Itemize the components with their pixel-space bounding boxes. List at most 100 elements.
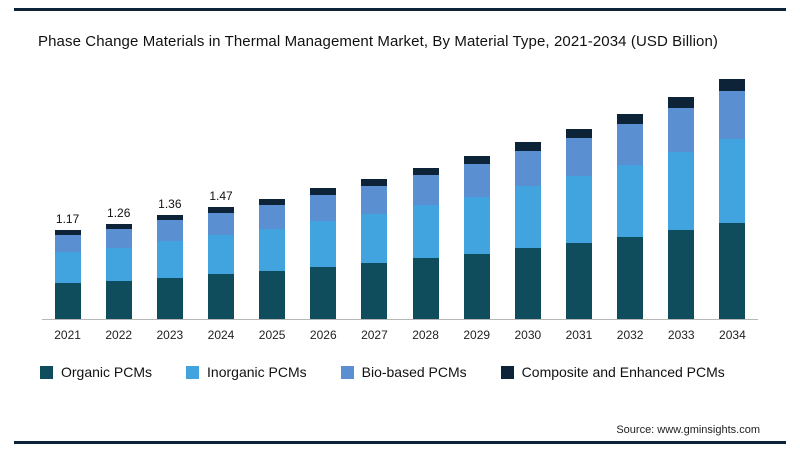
stacked-bar — [565, 129, 592, 319]
stacked-bar — [412, 168, 439, 319]
x-tick-label: 2034 — [719, 328, 746, 342]
stacked-bar — [259, 199, 286, 319]
bar-segment-composite-and-enhanced-pcms — [310, 188, 337, 195]
x-tick-label: 2030 — [514, 328, 542, 342]
bar-segment-inorganic-pcms — [54, 252, 81, 283]
bar-segment-organic-pcms — [156, 278, 183, 319]
bar-segment-inorganic-pcms — [361, 214, 388, 263]
bar-segment-organic-pcms — [668, 230, 695, 319]
bar-segment-inorganic-pcms — [565, 176, 592, 243]
legend-label: Bio-based PCMs — [361, 364, 467, 380]
x-tick-label: 2033 — [667, 328, 695, 342]
bar-segment-organic-pcms — [259, 271, 286, 319]
bar-segment-composite-and-enhanced-pcms — [259, 199, 286, 205]
legend-label: Organic PCMs — [61, 364, 153, 380]
bar-group — [247, 68, 298, 319]
bar-segment-inorganic-pcms — [463, 197, 490, 254]
bar-segment-inorganic-pcms — [207, 235, 234, 274]
bar-group — [400, 68, 451, 319]
bar-segment-organic-pcms — [565, 243, 592, 319]
bar-total-label: 1.36 — [158, 197, 182, 211]
x-tick-label: 2031 — [565, 328, 593, 342]
bar-segment-composite-and-enhanced-pcms — [668, 97, 695, 108]
bar-segment-composite-and-enhanced-pcms — [105, 224, 132, 229]
legend-item: Composite and Enhanced PCMs — [500, 364, 725, 380]
bar-segment-inorganic-pcms — [514, 186, 541, 248]
bar-segment-organic-pcms — [207, 274, 234, 319]
bar-group: 1.36 — [144, 68, 195, 319]
x-tick-label: 2026 — [309, 328, 337, 342]
bar-segment-composite-and-enhanced-pcms — [361, 179, 388, 186]
legend: Organic PCMs Inorganic PCMs Bio-based PCMs… — [40, 364, 800, 380]
legend-label: Composite and Enhanced PCMs — [521, 364, 725, 380]
bar-segment-organic-pcms — [463, 254, 490, 319]
bar-segment-inorganic-pcms — [310, 221, 337, 267]
bar-total-label: 1.47 — [209, 189, 233, 203]
stacked-bar — [617, 114, 644, 319]
plot-wrap: 1.17 1.26 1.36 1.47 2021 2022 2023 2024 2025 202… — [42, 68, 758, 342]
bar-segment-organic-pcms — [310, 267, 337, 319]
legend-swatch-icon — [340, 365, 354, 379]
bar-segment-inorganic-pcms — [412, 205, 439, 258]
plot-area: 1.17 1.26 1.36 1.47 — [42, 68, 758, 320]
bar-segment-inorganic-pcms — [156, 241, 183, 278]
bar-total-label: 1.17 — [55, 212, 80, 226]
bar-segment-bio-based-pcms — [361, 186, 388, 214]
bar-segment-inorganic-pcms — [617, 165, 644, 237]
legend-item: Organic PCMs — [40, 364, 152, 380]
x-tick-label: 2021 — [54, 328, 81, 342]
stacked-bar — [463, 156, 490, 319]
bar-group — [553, 68, 604, 319]
bar-segment-bio-based-pcms — [259, 205, 286, 229]
stacked-bar — [105, 224, 132, 319]
bar-segment-organic-pcms — [54, 283, 81, 319]
stacked-bar — [668, 97, 695, 319]
legend-swatch-icon — [186, 365, 200, 379]
bar-segment-organic-pcms — [719, 223, 746, 319]
x-tick-label: 2025 — [258, 328, 286, 342]
x-tick-label: 2029 — [463, 328, 491, 342]
stacked-bar — [361, 179, 388, 319]
stacked-bar — [719, 79, 746, 319]
x-tick-label: 2027 — [361, 328, 388, 342]
bar-group: 1.26 — [93, 68, 144, 319]
legend-swatch-icon — [500, 365, 514, 379]
bar-group — [656, 68, 707, 319]
bar-segment-organic-pcms — [514, 248, 541, 319]
bar-segment-bio-based-pcms — [156, 220, 183, 241]
top-divider — [14, 8, 786, 11]
chart-title: Phase Change Materials in Thermal Manage… — [38, 33, 718, 50]
bar-segment-bio-based-pcms — [668, 108, 695, 152]
bar-segment-composite-and-enhanced-pcms — [412, 168, 439, 175]
bar-segment-inorganic-pcms — [719, 139, 746, 223]
x-tick-label: 2022 — [105, 328, 133, 342]
stacked-bar — [156, 215, 183, 319]
x-tick-label: 2032 — [616, 328, 644, 342]
bar-segment-composite-and-enhanced-pcms — [514, 142, 541, 151]
bar-group — [605, 68, 656, 319]
bar-segment-bio-based-pcms — [514, 151, 541, 186]
bar-segment-organic-pcms — [361, 263, 388, 319]
bar-segment-bio-based-pcms — [105, 229, 132, 248]
bar-total-label: 1.26 — [107, 206, 131, 220]
bar-segment-organic-pcms — [412, 258, 439, 319]
bar-segment-bio-based-pcms — [719, 91, 746, 139]
bar-group: 1.17 — [42, 68, 93, 319]
stacked-bar — [207, 207, 234, 319]
bar-segment-composite-and-enhanced-pcms — [156, 215, 183, 220]
x-tick-label: 2023 — [156, 328, 184, 342]
bar-segment-bio-based-pcms — [463, 164, 490, 197]
bar-segment-composite-and-enhanced-pcms — [565, 129, 592, 138]
bar-segment-bio-based-pcms — [617, 124, 644, 165]
bar-group — [349, 68, 400, 319]
bar-segment-composite-and-enhanced-pcms — [719, 79, 746, 91]
legend-item: Inorganic PCMs — [186, 364, 307, 380]
bar-segment-composite-and-enhanced-pcms — [54, 230, 81, 235]
legend-item: Bio-based PCMs — [340, 364, 467, 380]
x-axis: 2021 2022 2023 2024 2025 2026 2027 2028 2029 2030… — [42, 320, 758, 342]
legend-swatch-icon — [40, 365, 53, 379]
stacked-bar — [54, 230, 81, 319]
bar-segment-organic-pcms — [617, 237, 644, 319]
bar-segment-composite-and-enhanced-pcms — [463, 156, 490, 164]
